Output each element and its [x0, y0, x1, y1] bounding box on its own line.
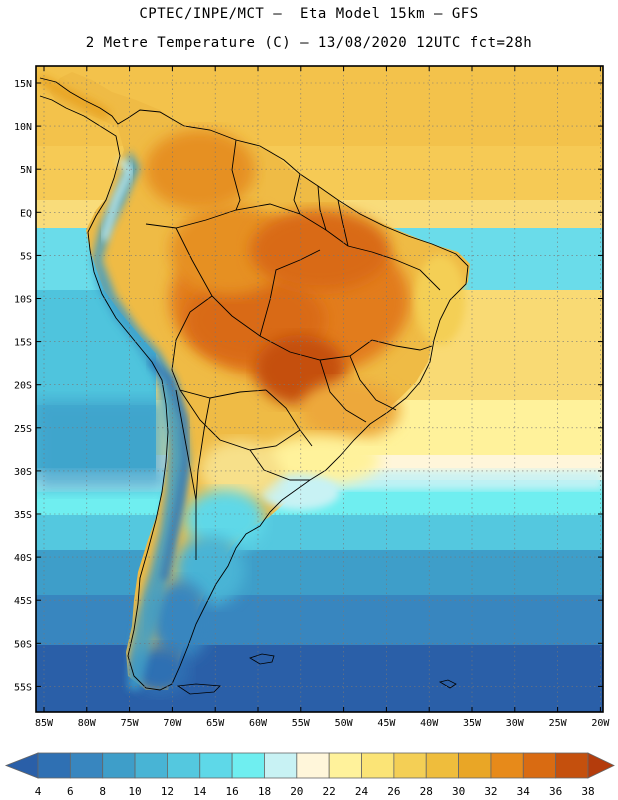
colorbar-label: 30 [452, 785, 465, 798]
lat-label: 15N [14, 79, 32, 90]
map-frame [35, 65, 604, 713]
colorbar-high-arrow [587, 752, 615, 779]
lat-label: 5N [20, 165, 32, 176]
lat-label: EQ [20, 208, 32, 219]
colorbar-label: 18 [258, 785, 271, 798]
colorbar-label: 28 [420, 785, 433, 798]
colorbar-label: 4 [35, 785, 42, 798]
longitude-labels: 85W 80W 75W 70W 65W 60W 55W 50W 45W 40W 35W 30W 25W 2… [35, 718, 610, 729]
colorbar-swatch [296, 752, 330, 779]
lat-label: 40S [14, 553, 32, 564]
lon-label: 50W [335, 718, 354, 729]
lat-label: 5S [20, 251, 32, 262]
colorbar-swatch [393, 752, 427, 779]
colorbar-label: 24 [355, 785, 369, 798]
colorbar-label: 14 [193, 785, 207, 798]
colorbar-swatch [231, 752, 265, 779]
colorbar-swatch [425, 752, 459, 779]
colorbar-swatch [37, 752, 71, 779]
lat-label: 10N [14, 122, 32, 133]
colorbar-swatch [361, 752, 395, 779]
colorbar-label: 6 [67, 785, 74, 798]
temperature-colorbar [4, 752, 615, 779]
lat-label: 15S [14, 338, 32, 349]
colorbar-label: 12 [161, 785, 174, 798]
colorbar-swatch [555, 752, 589, 779]
lat-label: 20S [14, 381, 32, 392]
lon-label: 80W [78, 718, 97, 729]
latitude-labels: 15N 10N 5N EQ 5S 10S 15S 20S 25S 30S 35S 40S 45S 50S 5… [14, 79, 32, 693]
lon-label: 35W [463, 718, 482, 729]
lat-label: 35S [14, 510, 32, 521]
lon-label: 20W [591, 718, 610, 729]
colorbar-swatch [490, 752, 524, 779]
title-line-1: CPTEC/INPE/MCT – Eta Model 15km – GFS [139, 6, 479, 22]
lon-label: 40W [420, 718, 439, 729]
lon-label: 45W [377, 718, 396, 729]
lat-label: 25S [14, 424, 32, 435]
lon-label: 75W [121, 718, 140, 729]
temperature-field [36, 66, 603, 712]
colorbar-label: 22 [323, 785, 336, 798]
colorbar-label: 34 [517, 785, 531, 798]
lat-label: 50S [14, 639, 32, 650]
colorbar-label: 20 [290, 785, 303, 798]
lat-label: 10S [14, 295, 32, 306]
colorbar-label: 26 [387, 785, 400, 798]
colorbar-swatch [328, 752, 362, 779]
lat-label: 55S [14, 682, 32, 693]
lon-label: 65W [206, 718, 225, 729]
colorbar-swatch [264, 752, 298, 779]
colorbar-swatch [134, 752, 168, 779]
colorbar-swatch [199, 752, 233, 779]
colorbar-label: 38 [581, 785, 594, 798]
colorbar-label: 16 [225, 785, 238, 798]
lon-label: 60W [249, 718, 268, 729]
lon-label: 85W [35, 718, 54, 729]
lon-label: 25W [549, 718, 568, 729]
lat-label: 30S [14, 467, 32, 478]
colorbar-swatch [167, 752, 201, 779]
colorbar-label: 10 [128, 785, 141, 798]
colorbar-labels: 4 6 8 10 12 14 16 18 20 22 24 26 28 30 32 34 36 38 [35, 785, 595, 798]
colorbar-low-arrow [4, 752, 39, 779]
colorbar-swatch [522, 752, 557, 779]
colorbar-swatch [102, 752, 136, 779]
lon-label: 30W [506, 718, 525, 729]
title-line-2: 2 Metre Temperature (C) – 13/08/2020 12U… [85, 35, 533, 51]
map-graticule [36, 66, 603, 712]
colorbar-swatch [69, 752, 104, 779]
colorbar-label: 32 [484, 785, 497, 798]
lon-label: 70W [163, 718, 182, 729]
colorbar-label: 36 [549, 785, 562, 798]
lat-label: 45S [14, 596, 32, 607]
colorbar-swatch [458, 752, 492, 779]
colorbar-label: 8 [99, 785, 106, 798]
lon-label: 55W [292, 718, 311, 729]
